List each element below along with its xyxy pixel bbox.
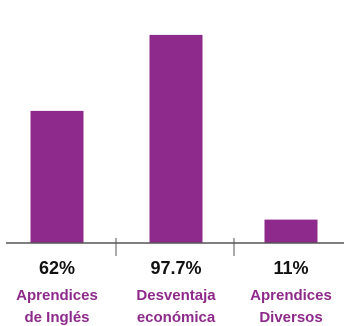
category-label-1-line-1: Aprendices: [16, 287, 98, 304]
x-axis-ticks: [115, 238, 235, 256]
category-label-3-line-1: Aprendices: [250, 287, 332, 304]
category-label-3-line-2: Diversos: [259, 309, 322, 326]
bar-3: [264, 219, 318, 243]
bars-group: [30, 34, 318, 244]
labels-group: 62% Aprendices de Inglés 97.7% Desventaja eco…: [16, 258, 332, 326]
category-label-2-line-1: Desventaja: [136, 287, 216, 304]
category-label-1-line-2: de Inglés: [24, 309, 89, 326]
value-label-3: 11%: [273, 258, 308, 278]
value-label-2: 97.7%: [150, 258, 201, 278]
bar-1: [30, 110, 84, 244]
bar-2: [149, 34, 203, 244]
category-label-2-line-2: económica: [137, 309, 216, 326]
value-label-1: 62%: [39, 258, 75, 278]
